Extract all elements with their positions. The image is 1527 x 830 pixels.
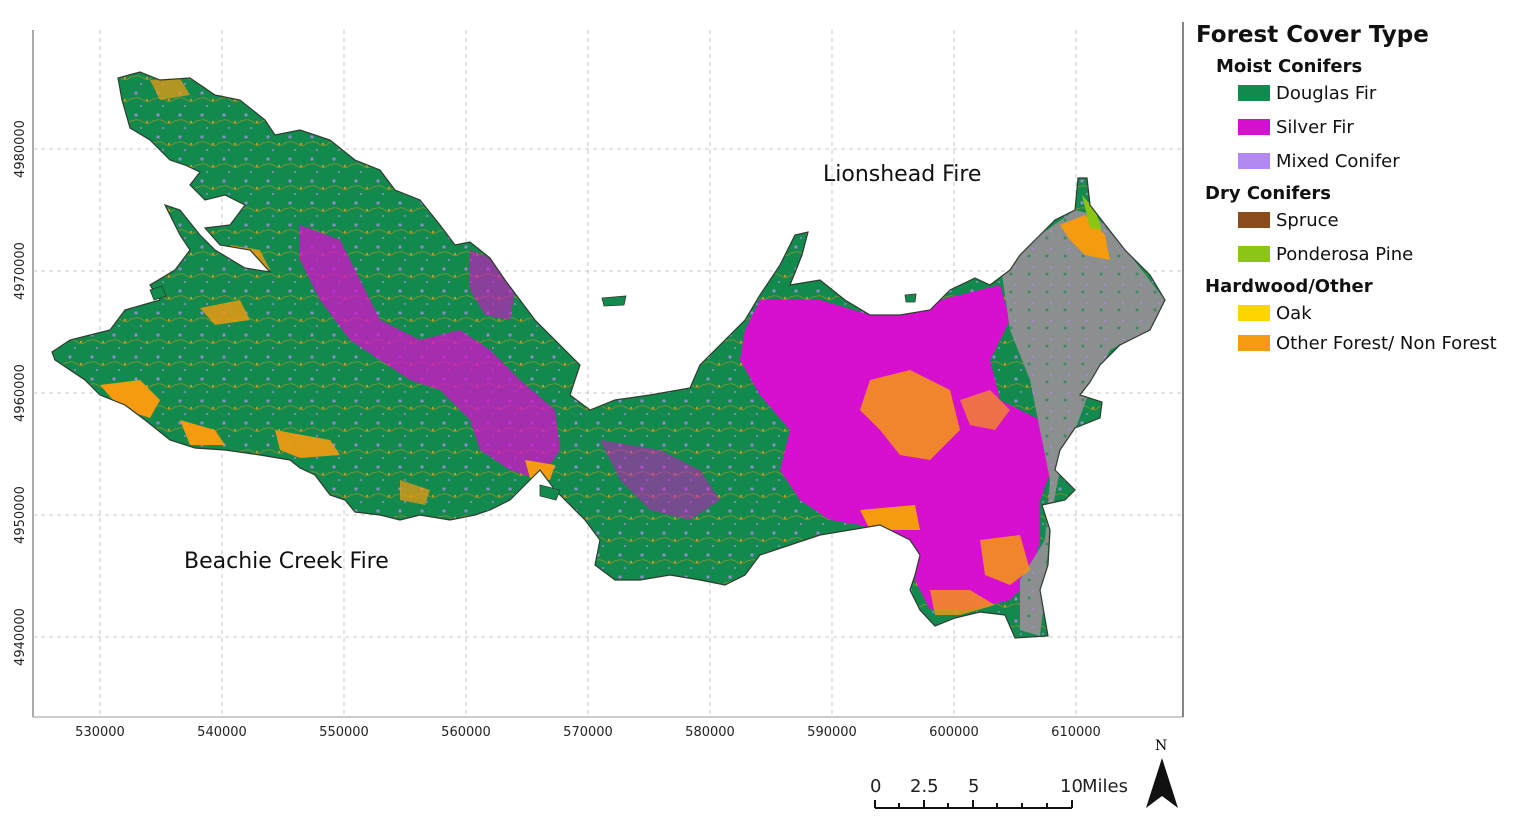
scale-label-10: 10 xyxy=(1060,776,1083,797)
x-tick-label: 600000 xyxy=(929,725,979,740)
island-patch xyxy=(601,295,627,307)
swatch-mixed-conifer xyxy=(1238,153,1270,169)
y-tick-label: 4980000 xyxy=(13,120,28,178)
scale-units: Miles xyxy=(1082,776,1128,797)
island-patch xyxy=(539,484,561,501)
legend-item-label: Ponderosa Pine xyxy=(1276,243,1414,265)
legend-item-oak: Oak xyxy=(1238,301,1521,325)
y-tick-label: 4950000 xyxy=(13,486,28,544)
swatch-ponderosa-pine xyxy=(1238,246,1270,262)
scale-label-2-5: 2.5 xyxy=(910,776,939,797)
swatch-spruce xyxy=(1238,212,1270,228)
scale-ruler xyxy=(874,800,1073,809)
legend-item-label: Oak xyxy=(1276,302,1312,324)
swatch-silver-fir xyxy=(1238,119,1270,135)
legend-item-label: Douglas Fir xyxy=(1276,82,1377,104)
legend-item-other-forest: Other Forest/ Non Forest xyxy=(1238,331,1521,355)
x-tick-label: 580000 xyxy=(685,725,735,740)
x-tick-label: 560000 xyxy=(441,725,491,740)
legend-item-label: Spruce xyxy=(1276,209,1339,231)
swatch-douglas-fir xyxy=(1238,85,1270,101)
y-tick-label: 4940000 xyxy=(13,608,28,666)
legend-item-label: Other Forest/ Non Forest xyxy=(1276,332,1497,354)
legend: Forest Cover Type Moist Conifers Douglas… xyxy=(1196,22,1521,365)
legend-item-spruce: Spruce xyxy=(1238,208,1521,232)
x-tick-labels: 530000 540000 550000 560000 570000 580000 5900… xyxy=(75,725,1101,740)
island-patch xyxy=(904,293,917,303)
x-tick-label: 590000 xyxy=(807,725,857,740)
scale-bar: 0 2.5 5 10 Miles xyxy=(870,776,1128,809)
swatch-other-forest xyxy=(1238,335,1270,351)
lionshead-fire-label: Lionshead Fire xyxy=(823,162,981,187)
legend-item-label: Silver Fir xyxy=(1276,116,1354,138)
legend-group-dry-conifers: Dry Conifers xyxy=(1205,183,1332,204)
swatch-oak xyxy=(1238,305,1270,321)
legend-group-moist-conifers: Moist Conifers xyxy=(1216,56,1363,77)
x-tick-label: 610000 xyxy=(1051,725,1101,740)
x-tick-label: 570000 xyxy=(563,725,613,740)
legend-item-label: Mixed Conifer xyxy=(1276,150,1400,172)
y-tick-labels: 4980000 4970000 4960000 4950000 4940000 xyxy=(13,120,28,666)
island-patch xyxy=(149,285,167,301)
north-label: N xyxy=(1155,738,1167,754)
legend-item-silver-fir: Silver Fir xyxy=(1238,115,1521,139)
legend-item-douglas-fir: Douglas Fir xyxy=(1238,81,1521,105)
x-tick-label: 540000 xyxy=(197,725,247,740)
x-tick-label: 550000 xyxy=(319,725,369,740)
y-tick-label: 4970000 xyxy=(13,242,28,300)
legend-item-mixed-conifer: Mixed Conifer xyxy=(1238,149,1521,173)
scale-label-5: 5 xyxy=(968,776,979,797)
beachie-creek-fire-label: Beachie Creek Fire xyxy=(184,549,389,574)
north-arrow-icon: N xyxy=(1146,738,1178,808)
fire-perimeter-outline xyxy=(51,71,1166,639)
scale-label-0: 0 xyxy=(870,776,881,797)
legend-item-ponderosa-pine: Ponderosa Pine xyxy=(1238,242,1521,266)
legend-title: Forest Cover Type xyxy=(1196,22,1429,48)
legend-group-hardwood-other: Hardwood/Other xyxy=(1205,276,1373,297)
y-tick-label: 4960000 xyxy=(13,364,28,422)
x-tick-label: 530000 xyxy=(75,725,125,740)
